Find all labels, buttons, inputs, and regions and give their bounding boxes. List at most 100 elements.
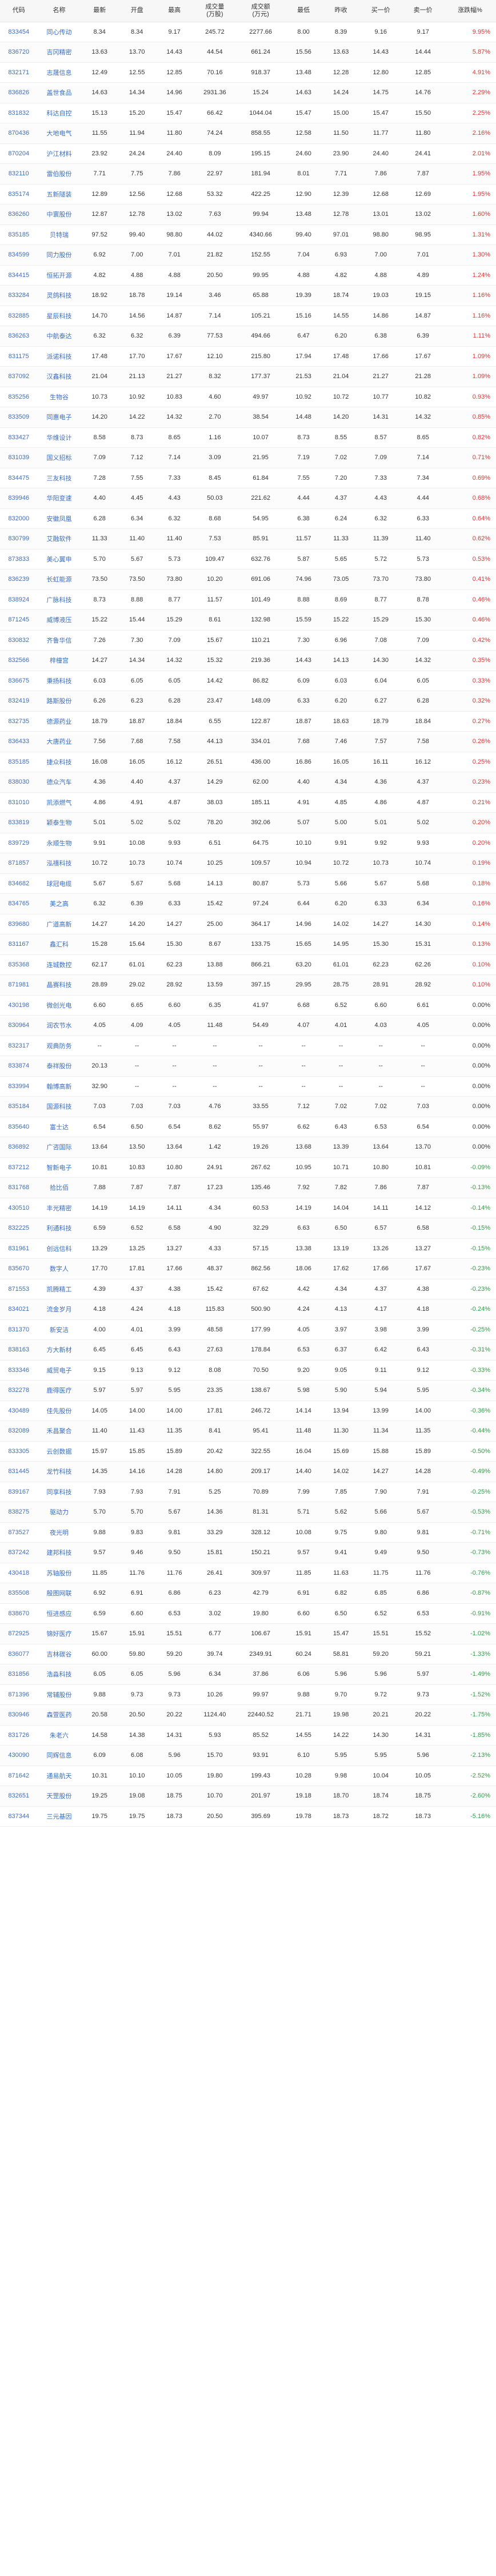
table-row[interactable]: 837212 智新电子 10.81 10.83 10.80 24.91 267.62 10.9…	[0, 1157, 496, 1178]
table-row[interactable]: 834599 同力股份 6.92 7.00 7.01 21.82 152.55 7.04 6.9…	[0, 244, 496, 266]
table-row[interactable]: 832317 观典防务 -- -- -- -- -- -- -- -- -- 0.00%	[0, 1036, 496, 1056]
stock-name[interactable]: 华阳变速	[37, 488, 81, 509]
stock-name[interactable]: 汉鑫科技	[37, 366, 81, 387]
stock-name[interactable]: 微创光电	[37, 995, 81, 1016]
table-row[interactable]: 430510 丰光精密 14.19 14.19 14.11 4.34 60.53 14.19 1…	[0, 1198, 496, 1218]
table-row[interactable]: 835185 捷众科技 16.08 16.05 16.12 26.51 436.00 16.8…	[0, 752, 496, 772]
table-row[interactable]: 838275 驱动力 5.70 5.70 5.67 14.36 81.31 5.71 5.62 5…	[0, 1502, 496, 1523]
stock-name[interactable]: 驱动力	[37, 1502, 81, 1523]
stock-code[interactable]: 430418	[0, 1563, 38, 1583]
table-row[interactable]: 871981 晶赛科技 28.89 29.02 28.92 13.59 397.15 29.9…	[0, 974, 496, 996]
stock-code[interactable]: 838670	[0, 1603, 38, 1624]
stock-name[interactable]: 通易航天	[37, 1766, 81, 1786]
header-col-volume[interactable]: 成交量 (万股)	[193, 0, 237, 22]
stock-name[interactable]: 恒进感应	[37, 1603, 81, 1624]
stock-code[interactable]: 838163	[0, 1339, 38, 1361]
stock-code[interactable]: 871553	[0, 1279, 38, 1299]
stock-code[interactable]: 831167	[0, 934, 38, 955]
table-row[interactable]: 837344 三元基因 19.75 19.75 18.73 20.50 395.69 19.7…	[0, 1806, 496, 1827]
table-row[interactable]: 832278 鹿得医疗 5.97 5.97 5.95 23.35 138.67 5.98 5.9…	[0, 1380, 496, 1401]
table-row[interactable]: 832110 雷伯股份 7.71 7.75 7.86 22.97 181.94 8.01 7.7…	[0, 163, 496, 184]
stock-code[interactable]: 837344	[0, 1806, 38, 1827]
table-row[interactable]: 833284 灵鸽科技 18.92 18.78 19.14 3.46 65.88 19.39 1…	[0, 285, 496, 306]
stock-name[interactable]: 威博液压	[37, 609, 81, 631]
header-col-ask1[interactable]: 卖一价	[402, 0, 445, 22]
stock-name[interactable]: 创远信科	[37, 1238, 81, 1259]
stock-name[interactable]: 同辉信息	[37, 1745, 81, 1766]
stock-code[interactable]: 835670	[0, 1258, 38, 1279]
table-row[interactable]: 831726 朱老六 14.58 14.38 14.31 5.93 85.52 14.55 14…	[0, 1725, 496, 1746]
stock-code[interactable]: 830946	[0, 1704, 38, 1726]
table-row[interactable]: 870436 大地电气 11.55 11.94 11.80 74.24 858.55 12.5…	[0, 123, 496, 144]
stock-name[interactable]: 润农节水	[37, 1015, 81, 1036]
stock-code[interactable]: 839946	[0, 488, 38, 509]
stock-code[interactable]: 838275	[0, 1502, 38, 1523]
stock-name[interactable]: 常辅股份	[37, 1684, 81, 1705]
stock-name[interactable]: 安徽凤凰	[37, 508, 81, 529]
stock-code[interactable]: 834475	[0, 468, 38, 488]
stock-code[interactable]: 832651	[0, 1785, 38, 1807]
stock-name[interactable]: 盖世食品	[37, 82, 81, 103]
table-row[interactable]: 832089 禾昌聚合 11.40 11.43 11.35 8.41 95.41 11.48 1…	[0, 1421, 496, 1442]
stock-name[interactable]: 鑫汇科	[37, 934, 81, 955]
stock-name[interactable]: 中寰股份	[37, 204, 81, 225]
stock-code[interactable]: 835185	[0, 224, 38, 245]
stock-name[interactable]: 德众汽车	[37, 772, 81, 793]
stock-name[interactable]: 流金岁月	[37, 1299, 81, 1320]
stock-code[interactable]: 833427	[0, 427, 38, 448]
stock-code[interactable]: 831370	[0, 1319, 38, 1340]
stock-code[interactable]: 835256	[0, 387, 38, 407]
stock-code[interactable]: 831856	[0, 1664, 38, 1685]
stock-name[interactable]: 五新隧装	[37, 184, 81, 204]
table-row[interactable]: 834765 美之高 6.32 6.39 6.33 15.42 97.24 6.44 6.20 6…	[0, 893, 496, 914]
stock-code[interactable]: 839729	[0, 833, 38, 853]
stock-name[interactable]: 翰博高新	[37, 1076, 81, 1097]
stock-code[interactable]: 873833	[0, 549, 38, 569]
stock-name[interactable]: 吉冈精密	[37, 42, 81, 63]
table-row[interactable]: 831039 国义招标 7.09 7.12 7.14 3.09 21.95 7.19 7.02 7…	[0, 447, 496, 468]
stock-name[interactable]: 美之高	[37, 893, 81, 914]
table-row[interactable]: 837092 汉鑫科技 21.04 21.13 21.27 8.32 177.37 21.53…	[0, 366, 496, 387]
table-row[interactable]: 835670 数字人 17.70 17.81 17.66 48.37 862.56 18.06…	[0, 1258, 496, 1279]
table-row[interactable]: 831832 科达自控 15.13 15.20 15.47 66.42 1044.04 15.…	[0, 103, 496, 123]
stock-name[interactable]: 禾昌聚合	[37, 1421, 81, 1442]
stock-name[interactable]: 永顺生物	[37, 833, 81, 853]
table-row[interactable]: 873527 夜光明 9.88 9.83 9.81 33.29 328.12 10.08 9.7…	[0, 1522, 496, 1543]
stock-name[interactable]: 科达自控	[37, 103, 81, 123]
stock-code[interactable]: 832419	[0, 691, 38, 712]
stock-code[interactable]: 836239	[0, 569, 38, 590]
stock-code[interactable]: 836077	[0, 1644, 38, 1664]
stock-code[interactable]: 831961	[0, 1238, 38, 1259]
table-row[interactable]: 831370 新安洁 4.00 4.01 3.99 48.58 177.99 4.05 3.97…	[0, 1319, 496, 1340]
stock-code[interactable]: 873527	[0, 1522, 38, 1543]
stock-code[interactable]: 836263	[0, 326, 38, 347]
table-row[interactable]: 430198 微创光电 6.60 6.65 6.60 6.35 41.97 6.68 6.52 6…	[0, 995, 496, 1016]
stock-code[interactable]: 836433	[0, 731, 38, 752]
stock-name[interactable]: 苏轴股份	[37, 1563, 81, 1583]
stock-name[interactable]: 国源科技	[37, 1096, 81, 1117]
stock-name[interactable]: 三元基因	[37, 1806, 81, 1827]
table-row[interactable]: 838924 广脉科技 8.73 8.88 8.77 11.57 101.49 8.88 8.6…	[0, 589, 496, 610]
table-row[interactable]: 831961 创远信科 13.29 13.25 13.27 4.33 57.15 13.38 1…	[0, 1238, 496, 1259]
stock-name[interactable]: 夜光明	[37, 1522, 81, 1543]
stock-name[interactable]: 梓橦宫	[37, 650, 81, 671]
stock-name[interactable]: 长虹能源	[37, 569, 81, 590]
stock-name[interactable]: 吉林碳谷	[37, 1644, 81, 1664]
stock-code[interactable]: 833994	[0, 1076, 38, 1097]
stock-name[interactable]: 凯腾精工	[37, 1279, 81, 1299]
stock-name[interactable]: 泓禧科技	[37, 853, 81, 874]
stock-code[interactable]: 831445	[0, 1461, 38, 1482]
table-row[interactable]: 834021 流金岁月 4.18 4.24 4.18 115.83 500.90 4.24 4.…	[0, 1299, 496, 1320]
table-row[interactable]: 833305 云创数据 15.97 15.85 15.89 20.42 322.55 16.0…	[0, 1441, 496, 1462]
stock-code[interactable]: 834599	[0, 244, 38, 266]
stock-name[interactable]: 同心传动	[37, 22, 81, 42]
table-row[interactable]: 830964 润农节水 4.05 4.09 4.05 11.48 54.49 4.07 4.01…	[0, 1015, 496, 1036]
table-row[interactable]: 833509 同惠电子 14.20 14.22 14.32 2.70 38.54 14.48 1…	[0, 407, 496, 428]
stock-code[interactable]: 832225	[0, 1218, 38, 1239]
stock-name[interactable]: 三友科技	[37, 468, 81, 488]
stock-code[interactable]: 831726	[0, 1725, 38, 1746]
table-row[interactable]: 430090 同辉信息 6.09 6.08 5.96 15.70 93.91 6.10 5.95…	[0, 1745, 496, 1766]
stock-name[interactable]: 大地电气	[37, 123, 81, 144]
header-col-high[interactable]: 最高	[155, 0, 193, 22]
stock-code[interactable]: 870436	[0, 123, 38, 144]
